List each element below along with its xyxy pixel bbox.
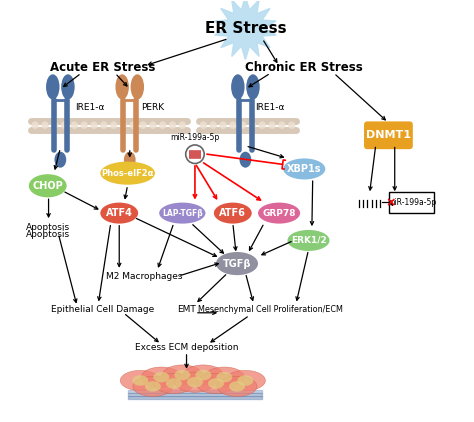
Ellipse shape [287,230,329,251]
Ellipse shape [237,375,254,386]
Ellipse shape [159,203,205,224]
Text: miR-199a-5p: miR-199a-5p [170,133,219,142]
Ellipse shape [214,203,252,224]
Ellipse shape [61,74,74,100]
Text: GRP78: GRP78 [262,208,296,218]
Circle shape [51,122,58,129]
Text: Excess ECM deposition: Excess ECM deposition [135,343,238,352]
Circle shape [200,122,207,129]
Ellipse shape [229,381,245,392]
Circle shape [179,122,186,129]
Ellipse shape [258,203,300,224]
Ellipse shape [130,74,144,100]
Circle shape [186,145,204,163]
Circle shape [288,122,295,129]
Ellipse shape [120,371,160,391]
Text: DNMT1: DNMT1 [366,130,411,140]
Circle shape [81,122,88,129]
Ellipse shape [174,370,191,380]
Text: Epithelial Cell Damage: Epithelial Cell Damage [51,306,154,314]
Circle shape [278,122,286,129]
Circle shape [268,122,276,129]
FancyBboxPatch shape [364,122,413,149]
Ellipse shape [239,151,251,168]
Text: XBP1s: XBP1s [287,164,321,174]
Ellipse shape [187,377,203,387]
Circle shape [229,122,237,129]
Text: Apoptosis: Apoptosis [26,223,70,233]
Text: ATF6: ATF6 [219,208,246,218]
Text: CHOP: CHOP [32,181,63,191]
Text: Chronic ER Stress: Chronic ER Stress [246,62,363,75]
Ellipse shape [175,372,215,392]
Ellipse shape [116,74,129,100]
Circle shape [100,122,108,129]
Circle shape [139,122,147,129]
Ellipse shape [153,372,169,382]
Ellipse shape [29,174,67,197]
Text: ERK1/2: ERK1/2 [291,236,327,245]
Polygon shape [215,0,276,60]
Ellipse shape [217,376,257,397]
Text: ER Stress: ER Stress [205,21,286,35]
Ellipse shape [141,367,181,387]
Ellipse shape [55,151,66,168]
Circle shape [41,122,49,129]
Ellipse shape [195,370,211,380]
Circle shape [71,122,78,129]
Text: EMT: EMT [177,306,196,314]
Text: M2 Macrophages: M2 Macrophages [106,272,182,281]
Ellipse shape [100,162,155,185]
Ellipse shape [246,74,260,100]
Text: ×: × [385,197,396,209]
Text: TGFβ: TGFβ [223,259,251,268]
Circle shape [169,122,176,129]
Text: miR-199a-5p: miR-199a-5p [387,198,436,207]
Text: IRE1-α: IRE1-α [255,103,284,112]
Text: ATF4: ATF4 [106,208,133,218]
Ellipse shape [154,373,194,394]
Ellipse shape [162,365,202,385]
Ellipse shape [217,372,232,382]
Ellipse shape [216,252,258,275]
Ellipse shape [283,158,325,179]
Ellipse shape [204,367,245,387]
Ellipse shape [100,203,138,224]
Ellipse shape [231,74,245,100]
Ellipse shape [208,378,224,389]
Ellipse shape [124,151,136,168]
Circle shape [129,122,137,129]
Circle shape [210,122,217,129]
Text: LAP-TGFβ: LAP-TGFβ [162,208,203,218]
Circle shape [219,122,227,129]
Ellipse shape [145,381,161,392]
Text: Mesenchymal Cell Proliferation/ECM: Mesenchymal Cell Proliferation/ECM [198,306,343,314]
Circle shape [258,122,266,129]
Circle shape [119,122,127,129]
Ellipse shape [132,375,148,386]
Ellipse shape [183,365,223,385]
Circle shape [239,122,246,129]
Ellipse shape [196,373,236,394]
Circle shape [61,122,68,129]
Text: PERK: PERK [141,103,164,112]
Text: IRE1-α: IRE1-α [75,103,105,112]
Ellipse shape [226,371,265,391]
Text: Phos-eIF2α: Phos-eIF2α [101,169,154,178]
Circle shape [31,122,39,129]
Text: Apoptosis: Apoptosis [26,230,70,239]
Circle shape [159,122,166,129]
Circle shape [90,122,98,129]
FancyBboxPatch shape [389,192,434,213]
Text: Acute ER Stress: Acute ER Stress [50,62,155,75]
Circle shape [110,122,118,129]
Circle shape [249,122,256,129]
Ellipse shape [133,376,173,397]
Ellipse shape [166,378,182,389]
Ellipse shape [46,74,60,100]
Circle shape [149,122,157,129]
